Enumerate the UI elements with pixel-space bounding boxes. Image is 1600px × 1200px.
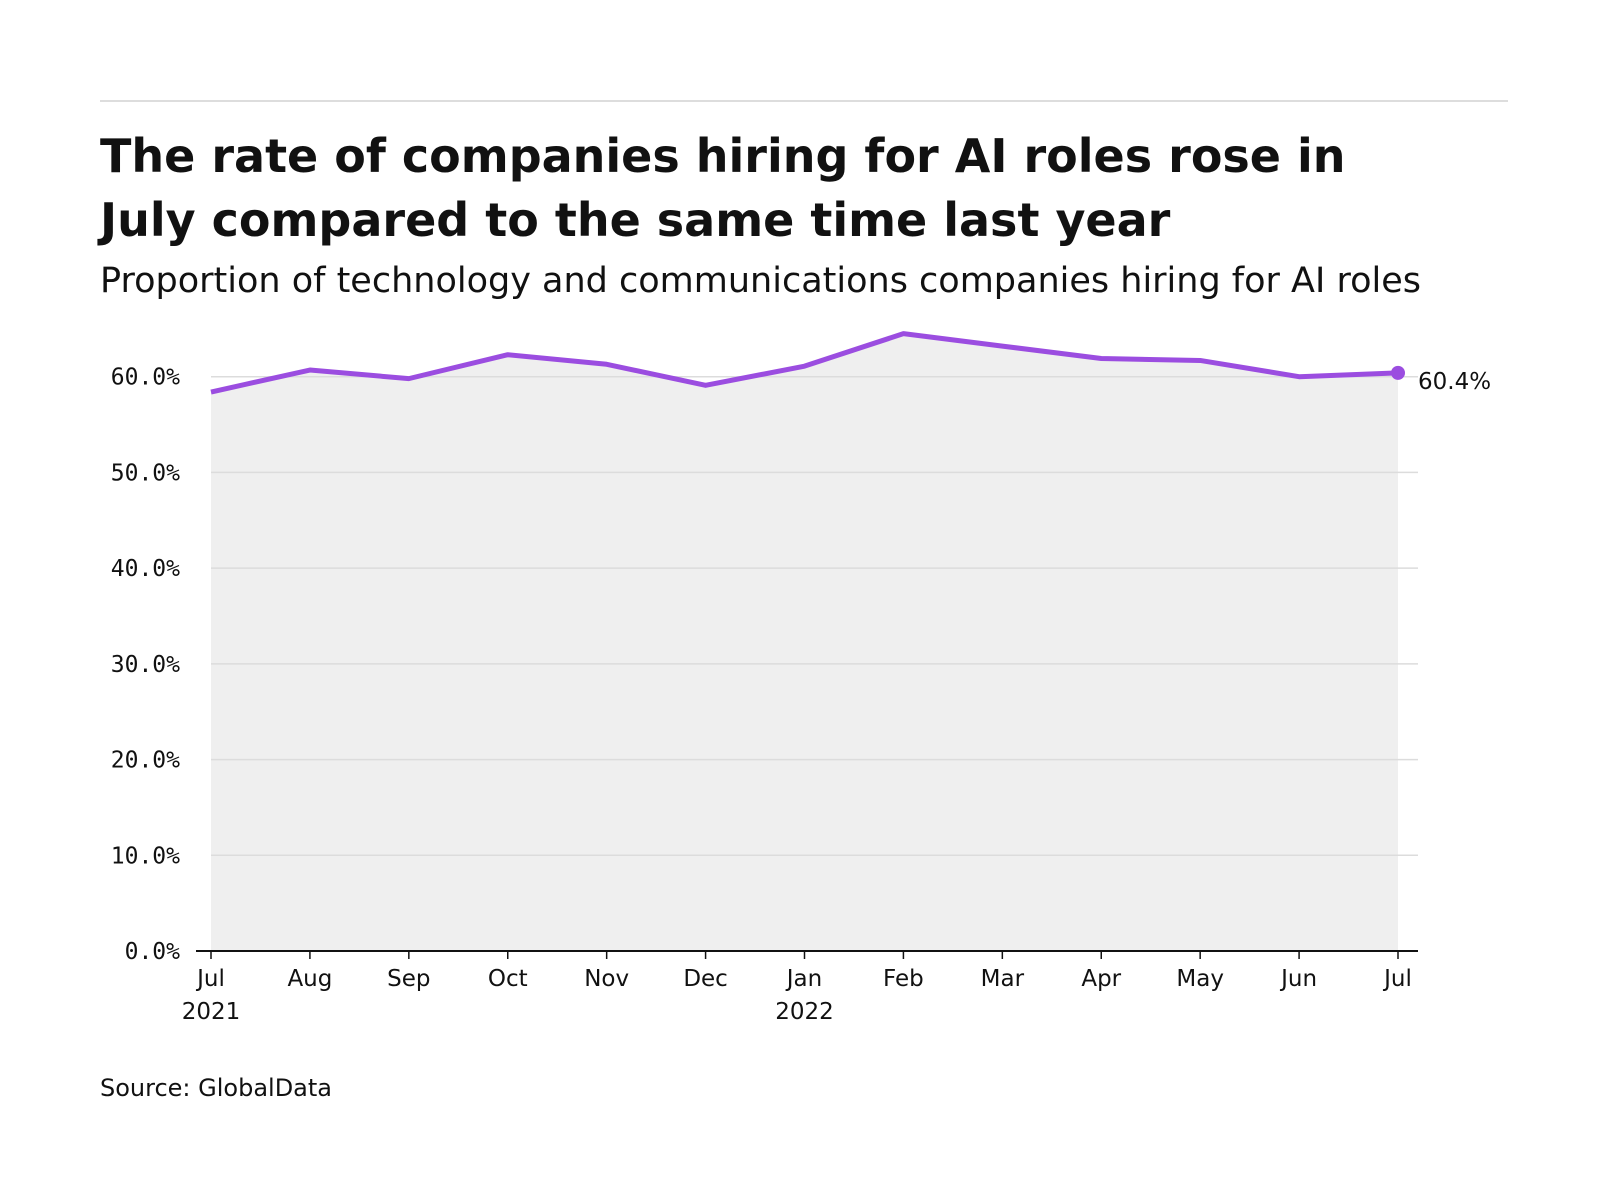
x-tick-label: Jul (1382, 966, 1412, 992)
y-tick-label: 60.0% (111, 365, 180, 391)
area (211, 333, 1398, 952)
source: Source: GlobalData (100, 1074, 332, 1102)
y-tick-label: 50.0% (111, 460, 180, 486)
x-tick-label: Feb (883, 966, 924, 992)
chart-title: The rate of companies hiring for AI role… (97, 129, 1346, 247)
x-tick-label: Jun (1279, 966, 1317, 992)
y-tick-label: 0.0% (125, 939, 181, 965)
value-label: 60.4% (1418, 369, 1491, 395)
x-tick-label: Oct (488, 966, 528, 992)
y-tick-label: 40.0% (111, 556, 180, 582)
point (1391, 365, 1405, 380)
y-tick-label: 30.0% (111, 652, 180, 678)
y-tick-label: 20.0% (111, 748, 180, 774)
x-tick-label: Jan 2022 (775, 966, 834, 1025)
x-tick-label: Apr (1081, 966, 1121, 992)
x-tick-label: Dec (683, 966, 728, 992)
x-tick-label: Aug (287, 966, 332, 992)
x-tick-label: Mar (981, 966, 1025, 992)
x-tick-label: May (1176, 966, 1224, 992)
chart-subtitle: Proportion of technology and communicati… (100, 261, 1421, 301)
x-tick-label: Nov (584, 966, 629, 992)
x-tick-label: Sep (387, 966, 430, 992)
line (210, 331, 1399, 395)
y-tick-label: 10.0% (111, 843, 180, 869)
x-tick-label: Jul 2021 (182, 966, 241, 1025)
